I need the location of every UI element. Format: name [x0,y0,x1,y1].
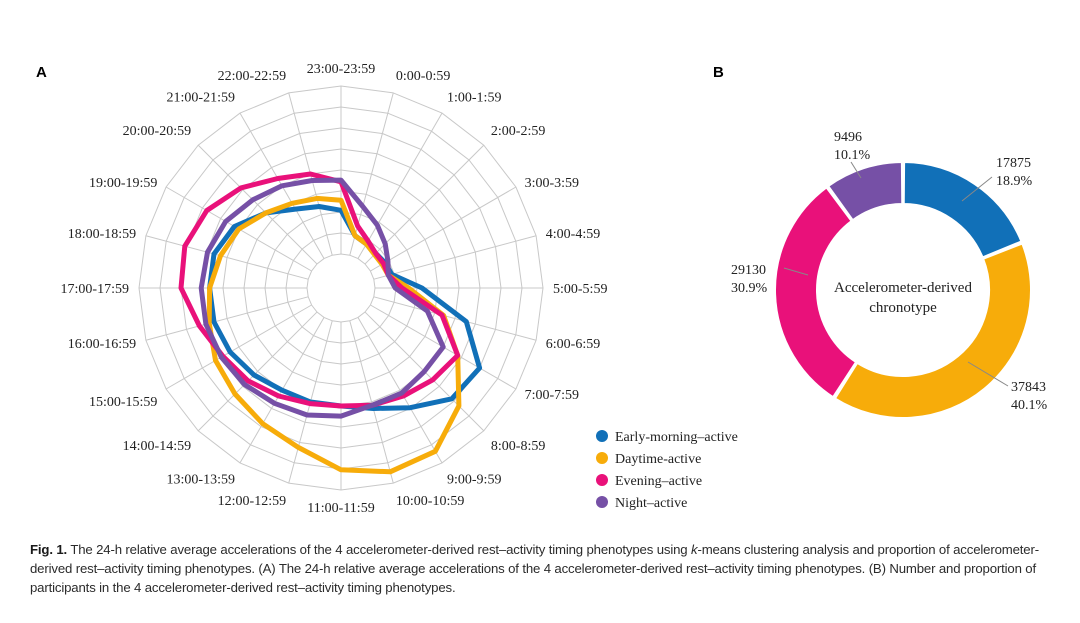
hour-label-22-00-22-59: 22:00-22:59 [218,69,286,84]
legend-item-evening: Evening–active [596,474,702,489]
caption-label: Fig. 1. [30,542,68,557]
donut-slice-night-active [826,160,904,222]
slice-percent-early-morning: 18.9% [996,174,1033,189]
donut-labels: 17875 18.9% 37843 40.1% 29130 30.9% 9496… [731,130,1048,413]
grid-spoke [349,320,394,484]
hour-label-19-00-19-59: 19:00-19:59 [89,176,157,191]
legend-label-early-morning: Early-morning–active [615,430,738,445]
panel-b-letter: B [713,64,724,81]
grid-spoke [165,304,312,390]
hour-label-5-00-5-59: 5:00-5:59 [553,282,607,297]
hour-label-6-00-6-59: 6:00-6:59 [546,337,600,352]
series-line-daytime-active [206,195,462,475]
caption-text-1: The 24-h relative average accelerations … [67,542,691,557]
leader-early-morning [961,176,993,202]
legend-label-daytime: Daytime-active [615,452,701,467]
grid-spoke [357,317,443,464]
donut-center-line-1: Accelerometer-derived [834,280,972,296]
figure: A B 0:00-0:59 1:00-1:59 2:00-2:59 3:00-3:59… [36,62,1048,516]
grid-spoke [373,296,537,341]
hour-label-1-00-1-59: 1:00-1:59 [447,90,501,105]
grid-spoke [197,311,318,432]
hour-label-8-00-8-59: 8:00-8:59 [491,439,545,454]
radar-series-group [178,171,483,475]
panel-a-letter: A [36,64,47,81]
legend-item-night: Night–active [596,496,687,511]
grid-spoke [197,144,318,265]
hour-label-9-00-9-59: 9:00-9:59 [447,473,501,488]
hour-label-3-00-3-59: 3:00-3:59 [525,176,579,191]
legend-swatch-daytime [596,452,608,464]
hour-label-17-00-17-59: 17:00-17:59 [61,282,129,297]
hour-label-13-00-13-59: 13:00-13:59 [167,473,235,488]
donut-slice-daytime-active [833,242,1032,419]
leader-night [850,161,862,179]
grid-spoke [145,235,309,280]
hour-label-4-00-4-59: 4:00-4:59 [546,227,600,242]
legend-swatch-evening [596,474,608,486]
radar-chart: 0:00-0:59 1:00-1:59 2:00-2:59 3:00-3:59 4:00… [61,62,608,516]
slice-percent-evening: 30.9% [731,281,768,296]
hour-label-2-00-2-59: 2:00-2:59 [491,124,545,139]
legend-item-daytime: Daytime-active [596,452,701,467]
donut-slice-evening-active [774,186,858,399]
legend-swatch-early-morning [596,430,608,442]
donut-chart: 17875 18.9% 37843 40.1% 29130 30.9% 9496… [731,130,1048,419]
donut-center-line-2: chronotype [869,300,937,316]
legend-swatch-night [596,496,608,508]
hour-labels: 0:00-0:59 1:00-1:59 2:00-2:59 3:00-3:59 4:00… [61,62,608,516]
legend-label-evening: Evening–active [615,474,702,489]
caption-italic-k: k [691,542,698,557]
hour-label-14-00-14-59: 14:00-14:59 [123,439,191,454]
hour-label-12-00-12-59: 12:00-12:59 [218,494,286,509]
hour-label-11-00-11-59: 11:00-11:59 [307,501,374,516]
legend-label-night: Night–active [615,496,687,511]
donut-leaders [783,161,1009,387]
hour-label-21-00-21-59: 21:00-21:59 [167,90,235,105]
caption-text-2: -means clustering analysis and proportio… [30,542,1039,595]
grid-ring [306,253,376,323]
hour-label-15-00-15-59: 15:00-15:59 [89,395,157,410]
hour-label-18-00-18-59: 18:00-18:59 [68,227,136,242]
grid-spoke [357,112,443,259]
hour-label-10-00-10-59: 10:00-10:59 [396,494,464,509]
figure-caption: Fig. 1. The 24-h relative average accele… [30,540,1055,597]
slice-count-daytime: 37843 [1011,380,1046,395]
hour-label-7-00-7-59: 7:00-7:59 [525,388,579,403]
series-line-night-active [198,177,446,419]
hour-label-20-00-20-59: 20:00-20:59 [123,124,191,139]
leader-daytime [967,361,1009,387]
leader-evening [783,267,809,276]
donut-slice-early-morning-active [902,160,1023,259]
grid-spoke [145,296,309,341]
hour-label-23-00-23-59: 23:00-23:59 [307,62,375,77]
slice-count-evening: 29130 [731,263,766,278]
grid-spoke [373,235,537,280]
slice-count-night: 9496 [834,130,862,145]
hour-label-16-00-16-59: 16:00-16:59 [68,337,136,352]
slice-percent-night: 10.1% [834,148,871,163]
grid-spoke [370,186,517,272]
slice-count-early-morning: 17875 [996,156,1031,171]
slice-percent-daytime: 40.1% [1011,398,1048,413]
grid-spoke [349,92,394,256]
donut-slices [774,160,1032,419]
legend-item-early-morning: Early-morning–active [596,430,738,445]
grid-spoke [364,144,485,265]
hour-label-0-00-0-59: 0:00-0:59 [396,69,450,84]
legend: Early-morning–active Daytime-active Even… [596,430,738,511]
